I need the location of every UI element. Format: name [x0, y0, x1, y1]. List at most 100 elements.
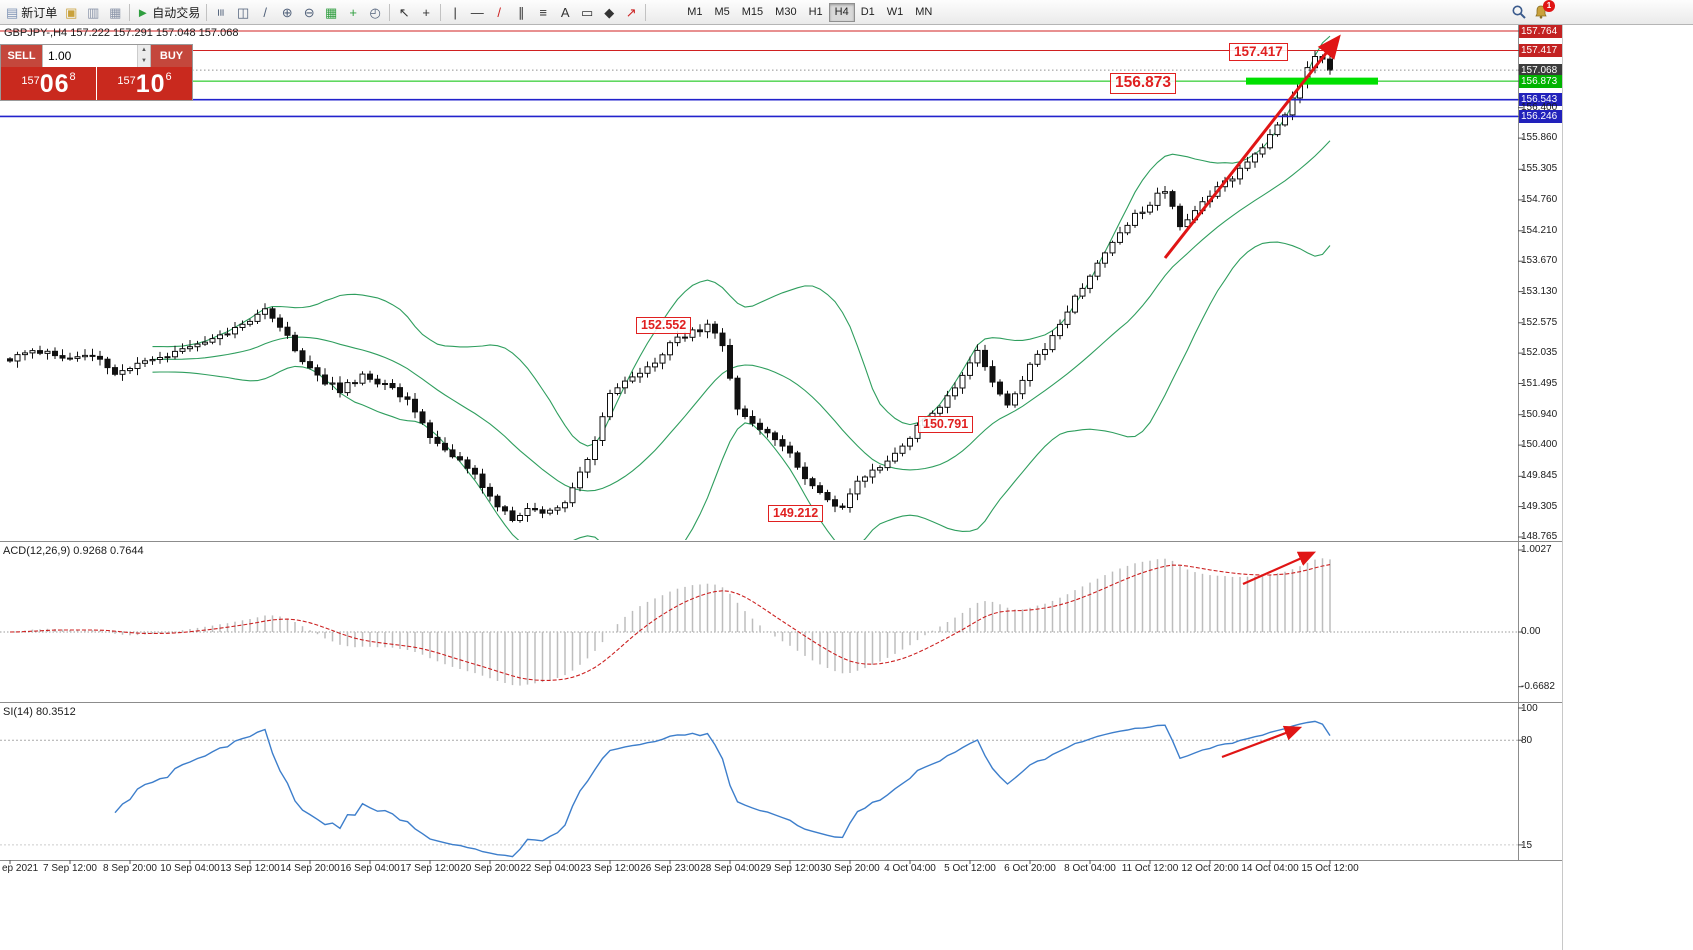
- volume-field[interactable]: ▲ ▼: [42, 45, 151, 67]
- indicators-button[interactable]: +: [342, 2, 364, 23]
- trendline-icon: /: [497, 4, 502, 20]
- timeframe-m15-button[interactable]: M15: [736, 3, 769, 22]
- fibonacci-icon: ≡: [539, 4, 547, 20]
- alerts-button[interactable]: 1: [1530, 0, 1555, 23]
- vertical-line-icon: |: [453, 4, 457, 20]
- horizontal-line-button[interactable]: —: [466, 2, 488, 23]
- profiles-button[interactable]: ▥: [82, 2, 104, 23]
- buy-price-sup: 6: [165, 71, 172, 83]
- buy-price-button[interactable]: 157106: [97, 67, 192, 100]
- vertical-line-button[interactable]: |: [444, 2, 466, 23]
- one-click-trading-panel: SELL ▲ ▼ BUY 157068 157106: [0, 44, 193, 101]
- zoom-out-icon: ⊖: [303, 4, 315, 20]
- zoom-in-button[interactable]: ⊕: [276, 2, 298, 23]
- volume-increase-button[interactable]: ▲: [138, 45, 150, 56]
- fibonacci-button[interactable]: ≡: [532, 2, 554, 23]
- timeframe-h1-button[interactable]: H1: [803, 3, 829, 22]
- clock-icon: ◴: [369, 4, 381, 20]
- notification-badge: 1: [1543, 0, 1555, 12]
- macd-signal-line: [9, 564, 1331, 681]
- bollinger-lower-band: [152, 241, 1331, 540]
- zoom-out-button[interactable]: ⊖: [298, 2, 320, 23]
- label-button[interactable]: ▭: [576, 2, 598, 23]
- trend-arrow: [1242, 551, 1317, 586]
- new-order-button-label: 新订单: [21, 5, 58, 20]
- candlestick-series: [7, 35, 1333, 540]
- search-button[interactable]: [1508, 2, 1530, 23]
- timeframe-mn-button[interactable]: MN: [909, 3, 938, 22]
- trend-arrow: [1221, 725, 1303, 759]
- toolbar: ▤ 新订单 ▣ ▥ ▦ ► 自动交易 ≡ ◫ / ⊕ ⊖ ▦ + ◴ ↖ + | — / ∥ ≡ A ▭ ◆ ↗ M1 M5 M15 M3…: [0, 0, 1693, 25]
- bollinger-upper-band: [152, 35, 1331, 447]
- chart-canvas[interactable]: [0, 0, 1600, 950]
- sell-price-base: 157: [21, 75, 40, 87]
- timeframe-m5-button[interactable]: M5: [708, 3, 735, 22]
- buy-button[interactable]: BUY: [151, 45, 192, 67]
- text-button[interactable]: A: [554, 2, 576, 23]
- crosshair-button[interactable]: +: [415, 2, 437, 23]
- toolbar-separator: [206, 3, 208, 21]
- timeframe-m30-button[interactable]: M30: [769, 3, 802, 22]
- toolbar-separator: [645, 3, 647, 21]
- sell-price-button[interactable]: 157068: [1, 67, 96, 100]
- timeframe-m1-button[interactable]: M1: [681, 3, 708, 22]
- rsi-panel: [114, 720, 1331, 858]
- timeframe-group: M1 M5 M15 M30 H1 H4 D1 W1 MN: [681, 2, 938, 22]
- new-order-button[interactable]: ▤ 新订单: [3, 2, 60, 23]
- cursor-icon: ↖: [398, 4, 410, 20]
- tile-windows-icon: ▦: [325, 4, 338, 20]
- tile-windows-button[interactable]: ▦: [320, 2, 342, 23]
- toolbar-separator: [440, 3, 442, 21]
- text-icon: A: [560, 4, 570, 20]
- chart-window-icon: ▣: [65, 4, 78, 20]
- label-icon: ▭: [581, 4, 594, 20]
- volume-decrease-button[interactable]: ▼: [138, 56, 150, 67]
- rsi-line: [114, 720, 1331, 858]
- indicators-icon: +: [349, 4, 357, 20]
- macd-indicator-info: ACD(12,26,9) 0.9268 0.7644: [3, 545, 144, 557]
- toolbar-separator: [389, 3, 391, 21]
- bollinger-middle-band: [152, 140, 1331, 492]
- channel-icon: ∥: [517, 4, 525, 20]
- timeframe-d1-button[interactable]: D1: [855, 3, 881, 22]
- bar-chart-button[interactable]: ≡: [210, 2, 232, 23]
- timeframe-h4-button[interactable]: H4: [828, 2, 855, 22]
- auto-trading-button-label: 自动交易: [152, 5, 201, 20]
- cursor-button[interactable]: ↖: [393, 2, 415, 23]
- crosshair-icon: +: [422, 4, 430, 20]
- rsi-indicator-info: SI(14) 80.3512: [3, 706, 76, 718]
- sell-price-big: 06: [39, 70, 70, 98]
- timeframe-w1-button[interactable]: W1: [881, 3, 910, 22]
- auto-trading-button[interactable]: ► 自动交易: [133, 2, 203, 23]
- shapes-icon: ◆: [604, 4, 615, 20]
- horizontal-line-icon: —: [470, 4, 484, 20]
- buy-price-base: 157: [117, 75, 136, 87]
- line-chart-button[interactable]: /: [254, 2, 276, 23]
- shapes-button[interactable]: ◆: [598, 2, 620, 23]
- arrows-button[interactable]: ↗: [620, 2, 642, 23]
- zoom-in-icon: ⊕: [281, 4, 293, 20]
- bar-chart-icon: ≡: [213, 8, 229, 16]
- chart-symbol-info: GBPJPY-,H4 157.222 157.291 157.048 157.0…: [4, 27, 239, 39]
- volume-input[interactable]: [43, 45, 137, 67]
- line-chart-icon: /: [263, 4, 268, 20]
- data-window-button[interactable]: ▦: [104, 2, 126, 23]
- candlestick-chart-button[interactable]: ◫: [232, 2, 254, 23]
- trendline-button[interactable]: /: [488, 2, 510, 23]
- channel-button[interactable]: ∥: [510, 2, 532, 23]
- arrow-icon: ↗: [625, 4, 637, 20]
- sell-button[interactable]: SELL: [1, 45, 42, 67]
- new-order-icon: ▤: [6, 4, 19, 20]
- volume-spinner[interactable]: ▲ ▼: [137, 45, 150, 67]
- chart-window-button[interactable]: ▣: [60, 2, 82, 23]
- play-icon: ►: [136, 4, 150, 20]
- toolbar-separator: [129, 3, 131, 21]
- trend-arrow: [1163, 34, 1341, 259]
- trade-panel-prices: 157068 157106: [1, 67, 192, 100]
- search-icon: [1512, 5, 1526, 19]
- buy-price-big: 10: [135, 70, 166, 98]
- sell-price-sup: 8: [69, 71, 76, 83]
- macd-panel: [9, 558, 1331, 686]
- periods-button[interactable]: ◴: [364, 2, 386, 23]
